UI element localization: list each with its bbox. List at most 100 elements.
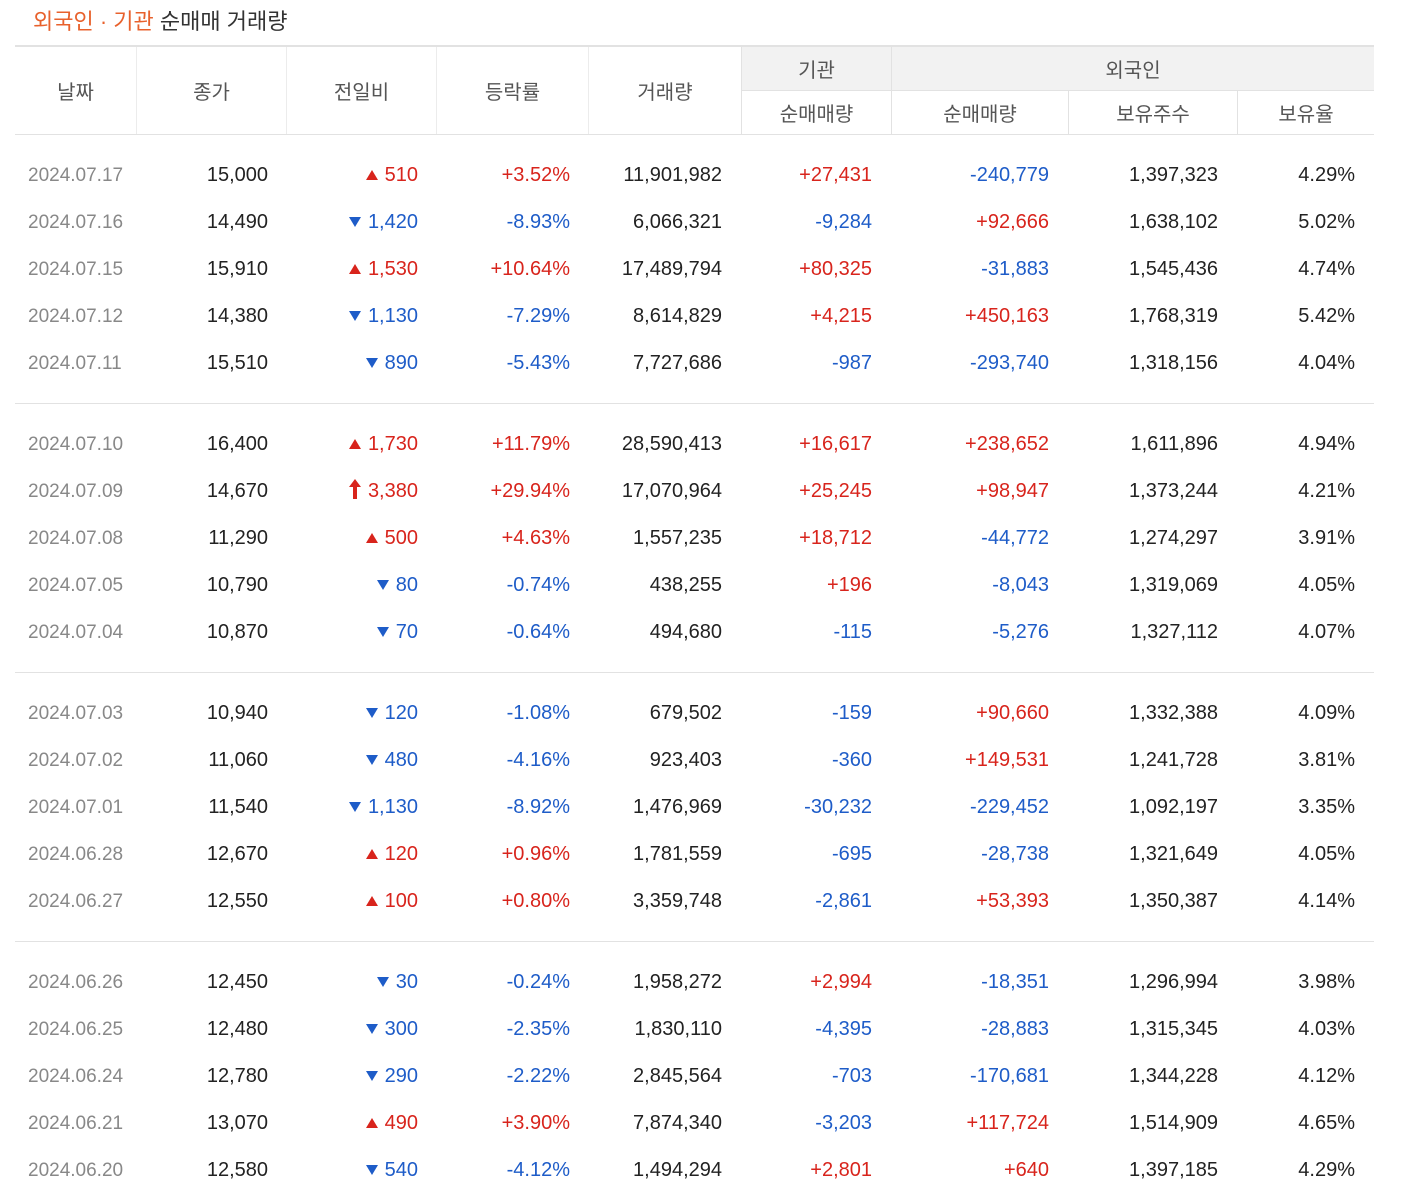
value-cell: 1,344,228: [1129, 1065, 1218, 1087]
value-cell: 3.98%: [1298, 971, 1355, 993]
value-cell: -0.74%: [506, 574, 570, 596]
value-cell: 1,332,388: [1129, 702, 1218, 724]
change-value: 1,130: [367, 796, 418, 818]
value-cell: +92,666: [976, 211, 1049, 233]
header-cell: 전일비: [287, 47, 437, 134]
value-cell: +2,801: [810, 1159, 872, 1181]
value-cell: 1,611,896: [1130, 433, 1219, 455]
value-cell: 11,290: [208, 527, 268, 549]
header-cell: 등락률: [437, 47, 589, 134]
change-value: 1,420: [367, 211, 418, 233]
change-icon: [365, 843, 379, 866]
date-cell: 2024.06.21: [28, 1112, 124, 1134]
value-cell: 4.14%: [1298, 890, 1355, 912]
value-cell: 4.29%: [1298, 164, 1355, 186]
value-cell: 15,510: [206, 352, 268, 374]
value-cell: -0.64%: [506, 621, 570, 643]
change-cell: 480: [287, 737, 437, 784]
value-cell: +98,947: [976, 480, 1049, 502]
value-cell: 1,476,969: [633, 796, 722, 818]
value-cell: 3.35%: [1298, 796, 1355, 818]
value-cell: -170,681: [970, 1065, 1049, 1087]
date-cell: 2024.07.02: [28, 749, 124, 771]
value-cell: -1.08%: [506, 702, 570, 724]
value-cell: +2,994: [810, 971, 872, 993]
value-cell: +53,393: [976, 890, 1049, 912]
change-cell: 80: [287, 562, 437, 609]
change-icon: [365, 1065, 379, 1088]
change-cell: 300: [287, 1006, 437, 1053]
value-cell: +90,660: [976, 702, 1049, 724]
change-cell: 120: [287, 690, 437, 737]
header-sub-cell: 순매매량: [741, 91, 891, 134]
change-cell: 70: [287, 609, 437, 656]
change-value: 70: [395, 621, 418, 643]
value-cell: -240,779: [970, 164, 1049, 186]
value-cell: -2.22%: [506, 1065, 570, 1087]
header-cell: 종가: [137, 47, 287, 134]
value-cell: 10,790: [206, 574, 268, 596]
value-cell: 15,910: [206, 258, 268, 280]
value-cell: 15,000: [206, 164, 268, 186]
change-icon: [365, 1112, 379, 1135]
value-cell: +4.63%: [501, 527, 570, 549]
value-cell: 679,502: [649, 702, 722, 724]
value-cell: 14,380: [206, 305, 268, 327]
header-bottom-border: [15, 134, 1374, 135]
value-cell: 1,315,345: [1129, 1018, 1218, 1040]
value-cell: -229,452: [970, 796, 1049, 818]
change-icon: [376, 971, 390, 994]
change-value: 120: [384, 843, 418, 865]
change-value: 290: [384, 1065, 418, 1087]
change-icon: [365, 352, 379, 375]
value-cell: 5.02%: [1298, 211, 1355, 233]
value-cell: +80,325: [799, 258, 872, 280]
change-value: 300: [384, 1018, 418, 1040]
value-cell: -5,276: [992, 621, 1049, 643]
value-cell: -3,203: [815, 1112, 872, 1134]
value-cell: -7.29%: [506, 305, 570, 327]
change-icon: [365, 890, 379, 913]
change-icon: [348, 305, 362, 328]
value-cell: 4.05%: [1298, 574, 1355, 596]
change-cell: 1,420: [287, 199, 437, 246]
value-cell: 12,670: [206, 843, 268, 865]
header-mid-border: [741, 90, 1374, 91]
value-cell: 1,494,294: [633, 1159, 722, 1181]
change-cell: 500: [287, 515, 437, 562]
header-sub-cell: 순매매량: [891, 91, 1068, 134]
value-cell: 16,400: [206, 433, 268, 455]
value-cell: 13,070: [206, 1112, 268, 1134]
title-highlight: 외국인 · 기관: [33, 9, 154, 34]
date-cell: 2024.07.12: [28, 305, 124, 327]
value-cell: +29.94%: [490, 480, 570, 502]
value-cell: +16,617: [799, 433, 872, 455]
value-cell: +117,724: [966, 1112, 1050, 1134]
change-icon: [365, 527, 379, 550]
change-icon: [365, 1018, 379, 1041]
value-cell: -9,284: [815, 211, 872, 233]
change-value: 1,130: [367, 305, 418, 327]
change-cell: 1,130: [287, 293, 437, 340]
value-cell: 28,590,413: [621, 433, 722, 455]
date-cell: 2024.07.11: [28, 352, 122, 374]
value-cell: 1,514,909: [1129, 1112, 1218, 1134]
change-cell: 490: [287, 1100, 437, 1147]
header-cell: 날짜: [15, 47, 137, 134]
value-cell: 1,781,559: [633, 843, 722, 865]
date-cell: 2024.06.25: [28, 1018, 124, 1040]
value-cell: 14,490: [206, 211, 268, 233]
change-cell: 3,380: [287, 468, 437, 515]
date-cell: 2024.07.17: [28, 164, 124, 186]
date-cell: 2024.07.16: [28, 211, 124, 233]
date-cell: 2024.07.04: [28, 621, 124, 643]
value-cell: 1,545,436: [1129, 258, 1218, 280]
value-cell: +149,531: [965, 749, 1049, 771]
value-cell: -115: [833, 621, 872, 643]
date-cell: 2024.07.09: [28, 480, 124, 502]
date-cell: 2024.07.05: [28, 574, 124, 596]
value-cell: +450,163: [965, 305, 1049, 327]
title-rest: 순매매 거래량: [159, 9, 288, 34]
value-cell: -987: [831, 352, 872, 374]
value-cell: 1,092,197: [1129, 796, 1218, 818]
